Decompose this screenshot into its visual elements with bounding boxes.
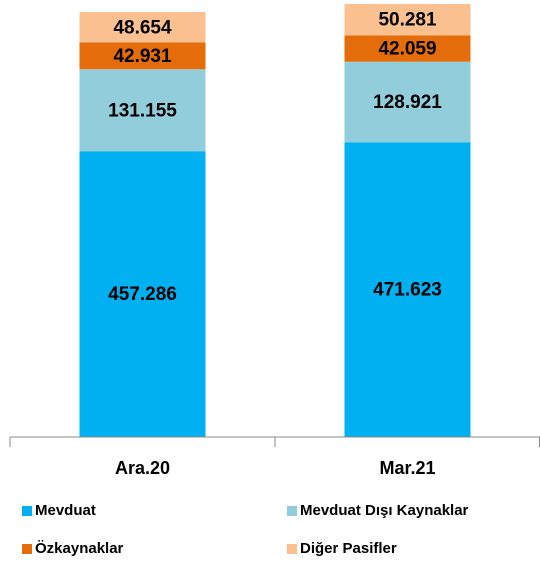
x-tick-label: Ara.20: [115, 458, 170, 478]
legend-label: Özkaynaklar: [35, 540, 124, 557]
data-label: 131.155: [108, 100, 177, 121]
legend-swatch: [22, 544, 32, 554]
bar-segment: [344, 61, 471, 143]
data-label: 48.654: [113, 17, 172, 38]
bar-segment: [344, 35, 471, 62]
bar-segment: [79, 12, 206, 43]
data-label: 457.286: [108, 284, 177, 305]
x-tick-label: Mar.21: [379, 458, 435, 478]
data-label: 42.059: [378, 39, 436, 60]
data-label: 128.921: [373, 92, 442, 113]
bar-segment: [344, 4, 471, 36]
legend-swatch: [287, 544, 297, 554]
legend-label: Diğer Pasifler: [300, 540, 397, 557]
legend-label: Mevduat Dışı Kaynaklar: [300, 502, 469, 519]
data-label: 471.623: [373, 280, 442, 301]
data-label: 42.931: [113, 46, 172, 67]
legend-label: Mevduat: [35, 502, 96, 519]
bar-segment: [344, 142, 471, 437]
legend-swatch: [22, 506, 32, 516]
bar-segment: [79, 151, 206, 437]
bar-segment: [79, 69, 206, 152]
data-label: 50.281: [378, 10, 437, 31]
legend-swatch: [287, 506, 297, 516]
bar-segment: [79, 42, 206, 70]
